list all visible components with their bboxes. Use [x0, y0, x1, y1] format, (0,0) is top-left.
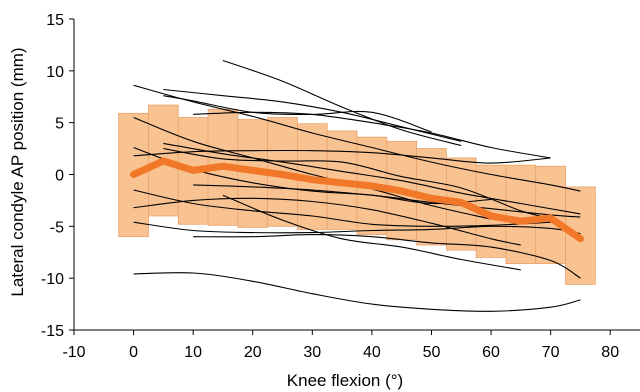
x-tick-label: 80 [601, 344, 619, 361]
y-axis-title: Lateral condyle AP position (mm) [8, 47, 27, 296]
x-tick-label: 50 [423, 344, 441, 361]
x-tick-label: 30 [303, 344, 321, 361]
subject-line [222, 194, 521, 271]
x-axis-title: Knee flexion (°) [287, 371, 403, 390]
mean-line [130, 157, 584, 243]
subject-line [133, 149, 551, 164]
x-tick-label: 20 [244, 344, 262, 361]
y-tick-label: -10 [41, 271, 64, 288]
x-tick-label: 70 [542, 344, 560, 361]
y-tick-label: -5 [50, 219, 64, 236]
y-tick-label: 5 [55, 116, 64, 133]
y-tick-label: 10 [46, 64, 64, 81]
axes: -10 0 10 20 30 40 50 60 70 80 -15 -10 -5 0 5 10 15 [41, 12, 640, 361]
x-tick-label: 10 [184, 344, 202, 361]
subject-line [133, 272, 581, 312]
sd-band [118, 104, 596, 285]
subject-line [133, 84, 581, 192]
subject-line [193, 111, 551, 159]
subject-lines [133, 59, 581, 312]
x-tick-label: -10 [62, 344, 85, 361]
subject-line [133, 189, 551, 227]
mean-line-group [130, 157, 584, 243]
subject-line [133, 197, 521, 246]
subject-line [163, 95, 432, 133]
subject-line [133, 116, 492, 220]
subject-line [222, 59, 462, 147]
x-tick-label: 40 [363, 344, 381, 361]
subject-line [193, 234, 581, 279]
subject-line [193, 184, 581, 218]
subject-line [163, 148, 551, 219]
x-tick-label: 60 [482, 344, 500, 361]
x-tick-label: 0 [129, 344, 138, 361]
subject-line [133, 221, 581, 235]
x-ticks: -10 0 10 20 30 40 50 60 70 80 [62, 330, 619, 361]
y-tick-label: 0 [55, 168, 64, 185]
subject-line [163, 142, 581, 215]
y-tick-label: -15 [41, 323, 64, 340]
y-ticks: -15 -10 -5 0 5 10 15 [41, 12, 74, 340]
y-tick-label: 15 [46, 12, 64, 29]
